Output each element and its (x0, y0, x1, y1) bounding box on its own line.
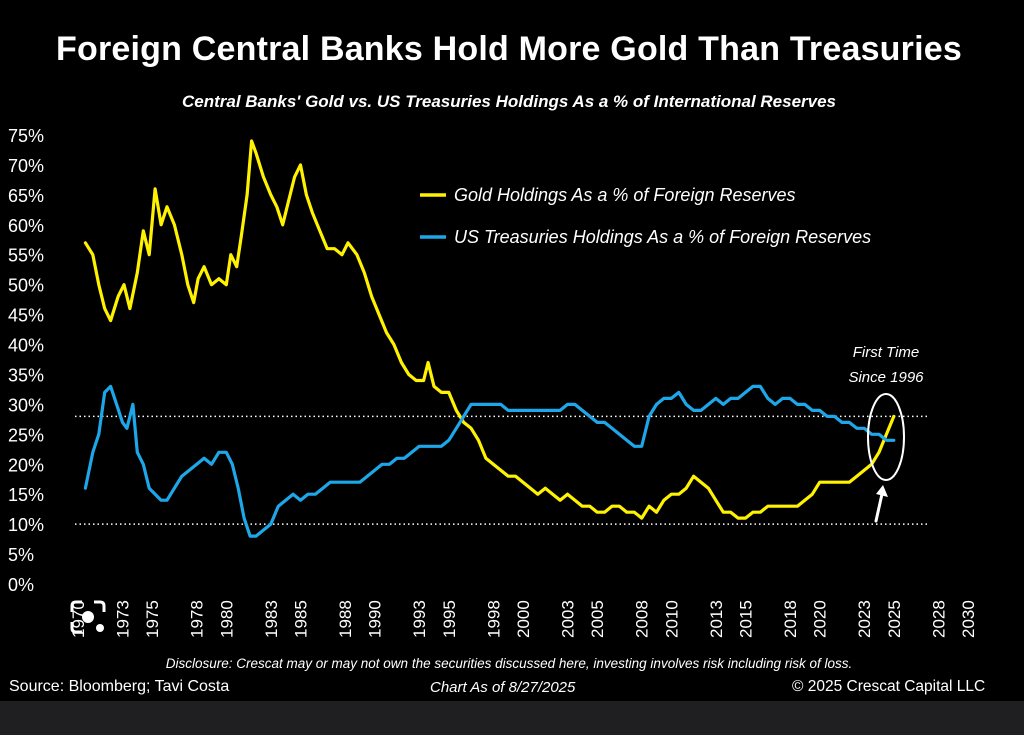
x-tick-label: 1978 (188, 600, 207, 638)
x-tick-label: 1983 (262, 600, 281, 638)
x-tick-label: 2028 (929, 600, 948, 638)
y-tick-label: 65% (8, 186, 44, 206)
y-tick-label: 15% (8, 485, 44, 505)
x-tick-label: 2005 (588, 600, 607, 638)
x-tick-label: 1975 (143, 600, 162, 638)
source-text: Source: Bloomberg; Tavi Costa (9, 678, 230, 695)
x-tick-label: 1980 (217, 600, 236, 638)
x-tick-label: 1990 (366, 600, 385, 638)
x-tick-label: 2008 (633, 600, 652, 638)
y-tick-label: 35% (8, 365, 44, 385)
x-tick-label: 2020 (811, 600, 830, 638)
x-tick-label: 2010 (662, 600, 681, 638)
copyright-text: © 2025 Crescat Capital LLC (792, 678, 986, 695)
x-tick-label: 2013 (707, 600, 726, 638)
treasuries-series-line (83, 384, 896, 538)
x-tick-label: 2000 (514, 600, 533, 638)
y-tick-label: 40% (8, 336, 44, 356)
y-tick-label: 55% (8, 246, 44, 266)
disclosure-text: Disclosure: Crescat may or may not own t… (165, 656, 853, 671)
series-layer (83, 139, 896, 538)
annotation-arrowhead (876, 485, 888, 497)
legend-label: US Treasuries Holdings As a % of Foreign… (454, 227, 871, 247)
legend: Gold Holdings As a % of Foreign Reserves… (420, 185, 871, 247)
y-tick-label: 20% (8, 455, 44, 475)
y-axis: 75% 70% 65% 60% 55% 50% 45% 40% 35% 30% 25% 20% 15% 1… (8, 126, 44, 595)
y-tick-label: 50% (8, 276, 44, 296)
y-tick-label: 60% (8, 216, 44, 236)
x-tick-label: 1973 (114, 600, 133, 638)
y-tick-label: 10% (8, 515, 44, 535)
x-tick-label: 2003 (559, 600, 578, 638)
y-tick-label: 70% (8, 156, 44, 176)
google-lens-icon[interactable] (66, 598, 110, 638)
y-tick-label: 5% (8, 545, 34, 565)
x-tick-label: 2015 (737, 600, 756, 638)
x-tick-label: 2025 (885, 600, 904, 638)
x-tick-label: 1988 (336, 600, 355, 638)
y-tick-label: 0% (8, 575, 34, 595)
x-tick-label: 1995 (440, 600, 459, 638)
y-tick-label: 75% (8, 126, 44, 146)
annotation-text: Since 1996 (848, 369, 924, 386)
gold-series-line (83, 139, 896, 520)
x-tick-label: 2023 (855, 600, 874, 638)
x-tick-label: 1993 (410, 600, 429, 638)
highlight-ellipse (867, 393, 905, 481)
x-tick-label: 1985 (292, 600, 311, 638)
chart-title: Foreign Central Banks Hold More Gold Tha… (56, 30, 962, 68)
bottom-bar (0, 701, 1024, 735)
x-tick-label: 2018 (781, 600, 800, 638)
chart-subtitle: Central Banks' Gold vs. US Treasuries Ho… (181, 92, 837, 111)
as-of-text: Chart As of 8/27/2025 (430, 679, 576, 696)
x-tick-label: 1998 (484, 600, 503, 638)
annotation-arrow (874, 492, 884, 523)
legend-label: Gold Holdings As a % of Foreign Reserves (454, 185, 796, 205)
annotation: First Time Since 1996 (848, 344, 924, 523)
x-tick-label: 1970 (69, 600, 88, 638)
x-tick-label: 2030 (959, 600, 978, 638)
annotation-text: First Time (853, 344, 920, 361)
x-axis: 1970 1973 1975 1978 1980 1983 1985 1988 1990 1993… (69, 600, 978, 638)
y-tick-label: 30% (8, 395, 44, 415)
y-tick-label: 45% (8, 306, 44, 326)
y-tick-label: 25% (8, 425, 44, 445)
